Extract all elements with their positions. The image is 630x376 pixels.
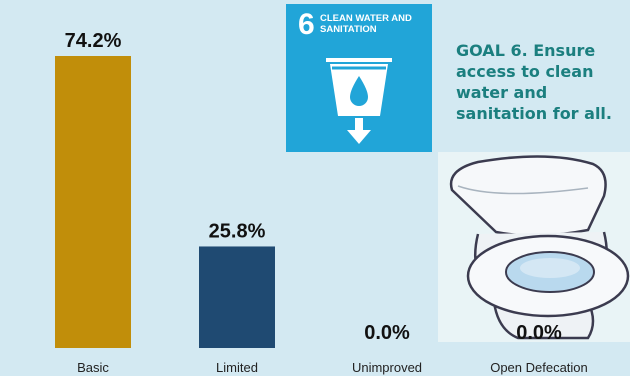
sdg-goal-6-badge: 6 CLEAN WATER AND SANITATION	[286, 4, 432, 152]
toilet-icon	[449, 155, 630, 340]
down-arrow-icon	[347, 130, 371, 144]
bar-limited	[199, 246, 275, 348]
value-label-limited: 25.8%	[209, 220, 266, 242]
toilet-panel	[438, 152, 630, 342]
bar-basic	[55, 56, 131, 348]
value-label-basic: 74.2%	[65, 30, 122, 52]
water-glass-icon	[326, 58, 392, 144]
category-label-open-defecation: Open Defecation	[490, 360, 588, 375]
water-drop-icon	[350, 76, 368, 106]
value-label-open-defecation: 0.0%	[516, 322, 562, 344]
category-label-unimproved: Unimproved	[352, 360, 422, 375]
goal-statement: GOAL 6. Ensure access to clean water and…	[456, 41, 612, 123]
category-label-limited: Limited	[216, 360, 258, 375]
value-label-unimproved: 0.0%	[364, 322, 410, 344]
sdg-number: 6	[298, 8, 315, 41]
sdg-title: CLEAN WATER AND SANITATION	[320, 13, 412, 35]
category-label-basic: Basic	[77, 360, 109, 375]
